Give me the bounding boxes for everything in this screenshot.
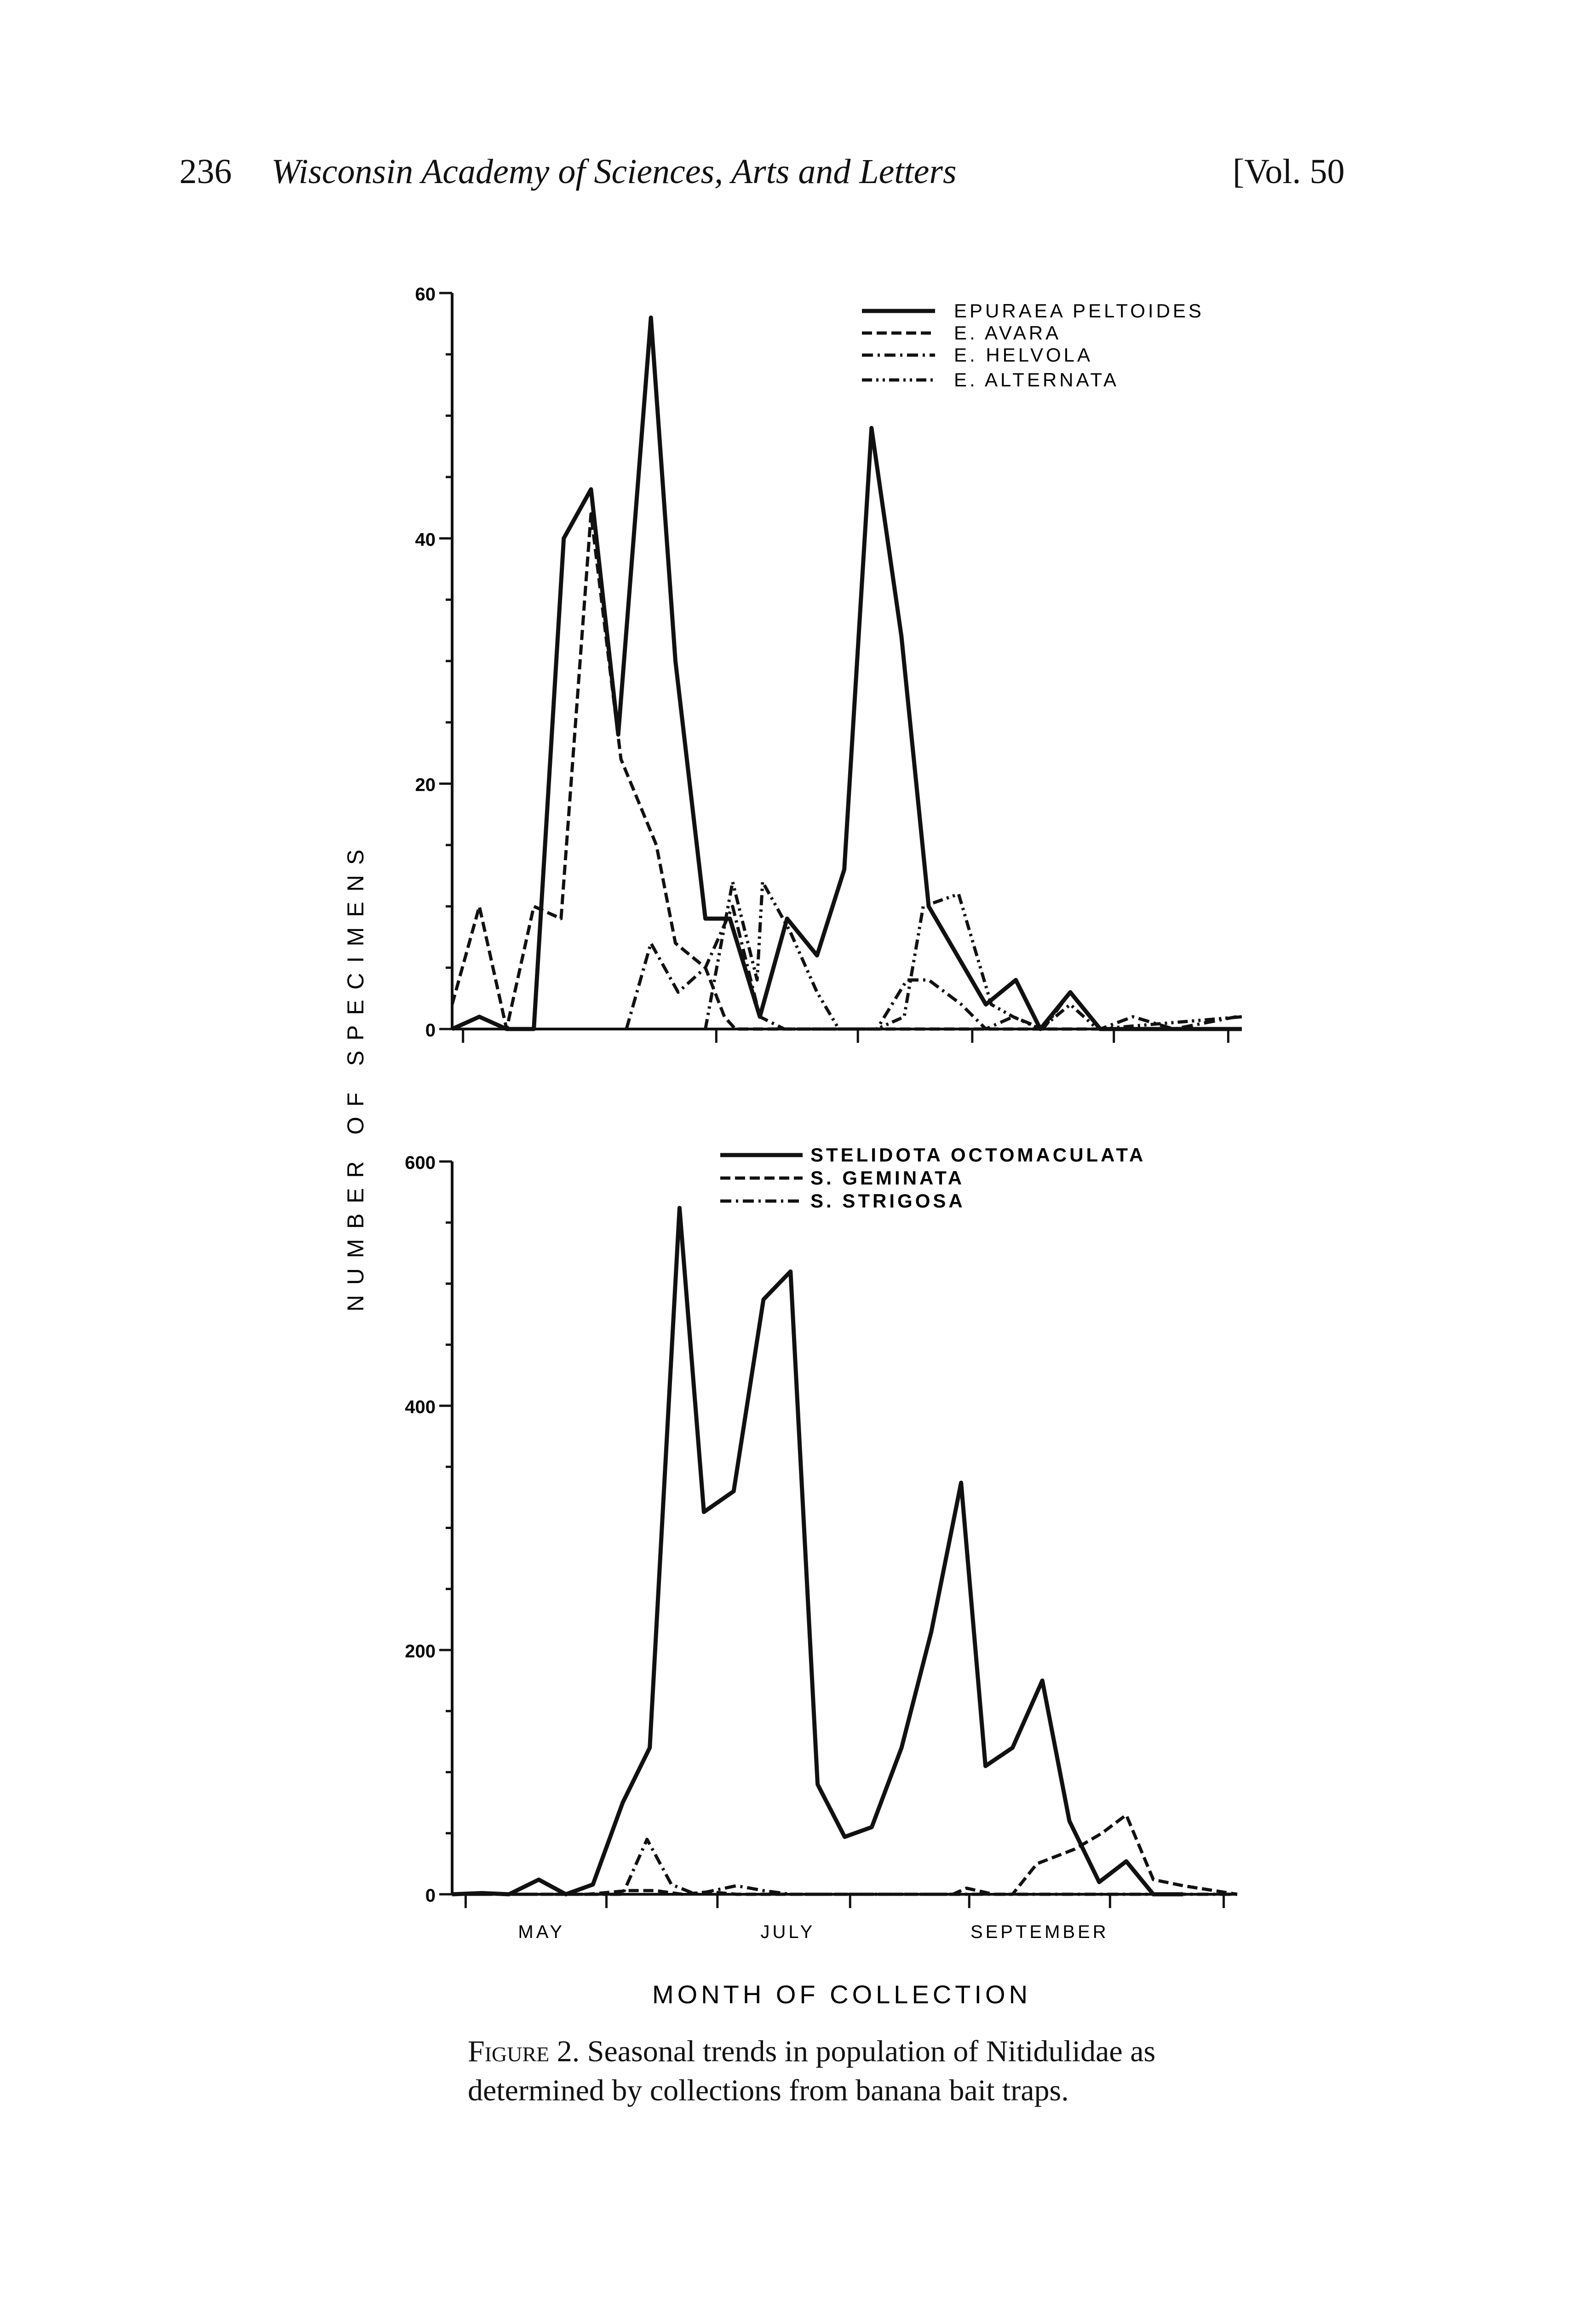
x-axis-title: MONTH OF COLLECTION: [652, 1980, 1031, 2009]
month-label: SEPTEMBER: [970, 1922, 1109, 1942]
series-s-strigosa: [452, 1838, 1237, 1896]
series-e-alternata: [704, 880, 1242, 1031]
y-tick-label: 60: [415, 284, 436, 305]
y-axis-title: NUMBER OF SPECIMENS: [343, 840, 368, 1311]
caption-label: Figure 2.: [468, 2035, 580, 2068]
series-stelidota-octomaculata: [452, 1206, 1183, 1897]
legend-label: EPURAEA PELTOIDES: [954, 300, 1204, 322]
y-tick-label: 20: [415, 775, 436, 795]
month-label: MAY: [518, 1922, 565, 1942]
volume-label: [Vol. 50: [1233, 152, 1345, 191]
caption-text-1: Seasonal trends in population of Nitidul…: [587, 2035, 1156, 2068]
y-tick-label: 400: [405, 1397, 436, 1417]
chart-2: 0 200 400 600 MAY JULY SEPTEMBER STELIDOTA OCTO…: [405, 1144, 1238, 1942]
journal-title: Wisconsin Academy of Sciences, Arts and …: [271, 152, 957, 191]
legend-label: E. ALTERNATA: [954, 369, 1119, 391]
series-e-avara: [450, 512, 1242, 1031]
y-tick-label: 0: [425, 1886, 436, 1906]
caption-line-2: determined by collections from banana ba…: [468, 2074, 1069, 2107]
series-epuraea-peltoides: [451, 315, 1242, 1031]
legend-label: S. GEMINATA: [810, 1167, 964, 1189]
y-tick-label: 200: [405, 1641, 436, 1662]
page-number: 236: [179, 152, 232, 191]
series-s-geminata: [452, 1813, 1238, 1896]
y-tick-label: 0: [425, 1020, 436, 1041]
legend-label: S. STRIGOSA: [810, 1190, 965, 1212]
y-tick-label: 600: [405, 1153, 436, 1173]
month-label: JULY: [760, 1922, 815, 1942]
legend-label: E. AVARA: [954, 322, 1061, 344]
legend-label: STELIDOTA OCTOMACULATA: [810, 1144, 1146, 1166]
legend-label: E. HELVOLA: [954, 344, 1093, 366]
y-tick-label: 40: [415, 529, 436, 550]
caption-line-1: Figure 2. Seasonal trends in population …: [468, 2033, 1434, 2070]
